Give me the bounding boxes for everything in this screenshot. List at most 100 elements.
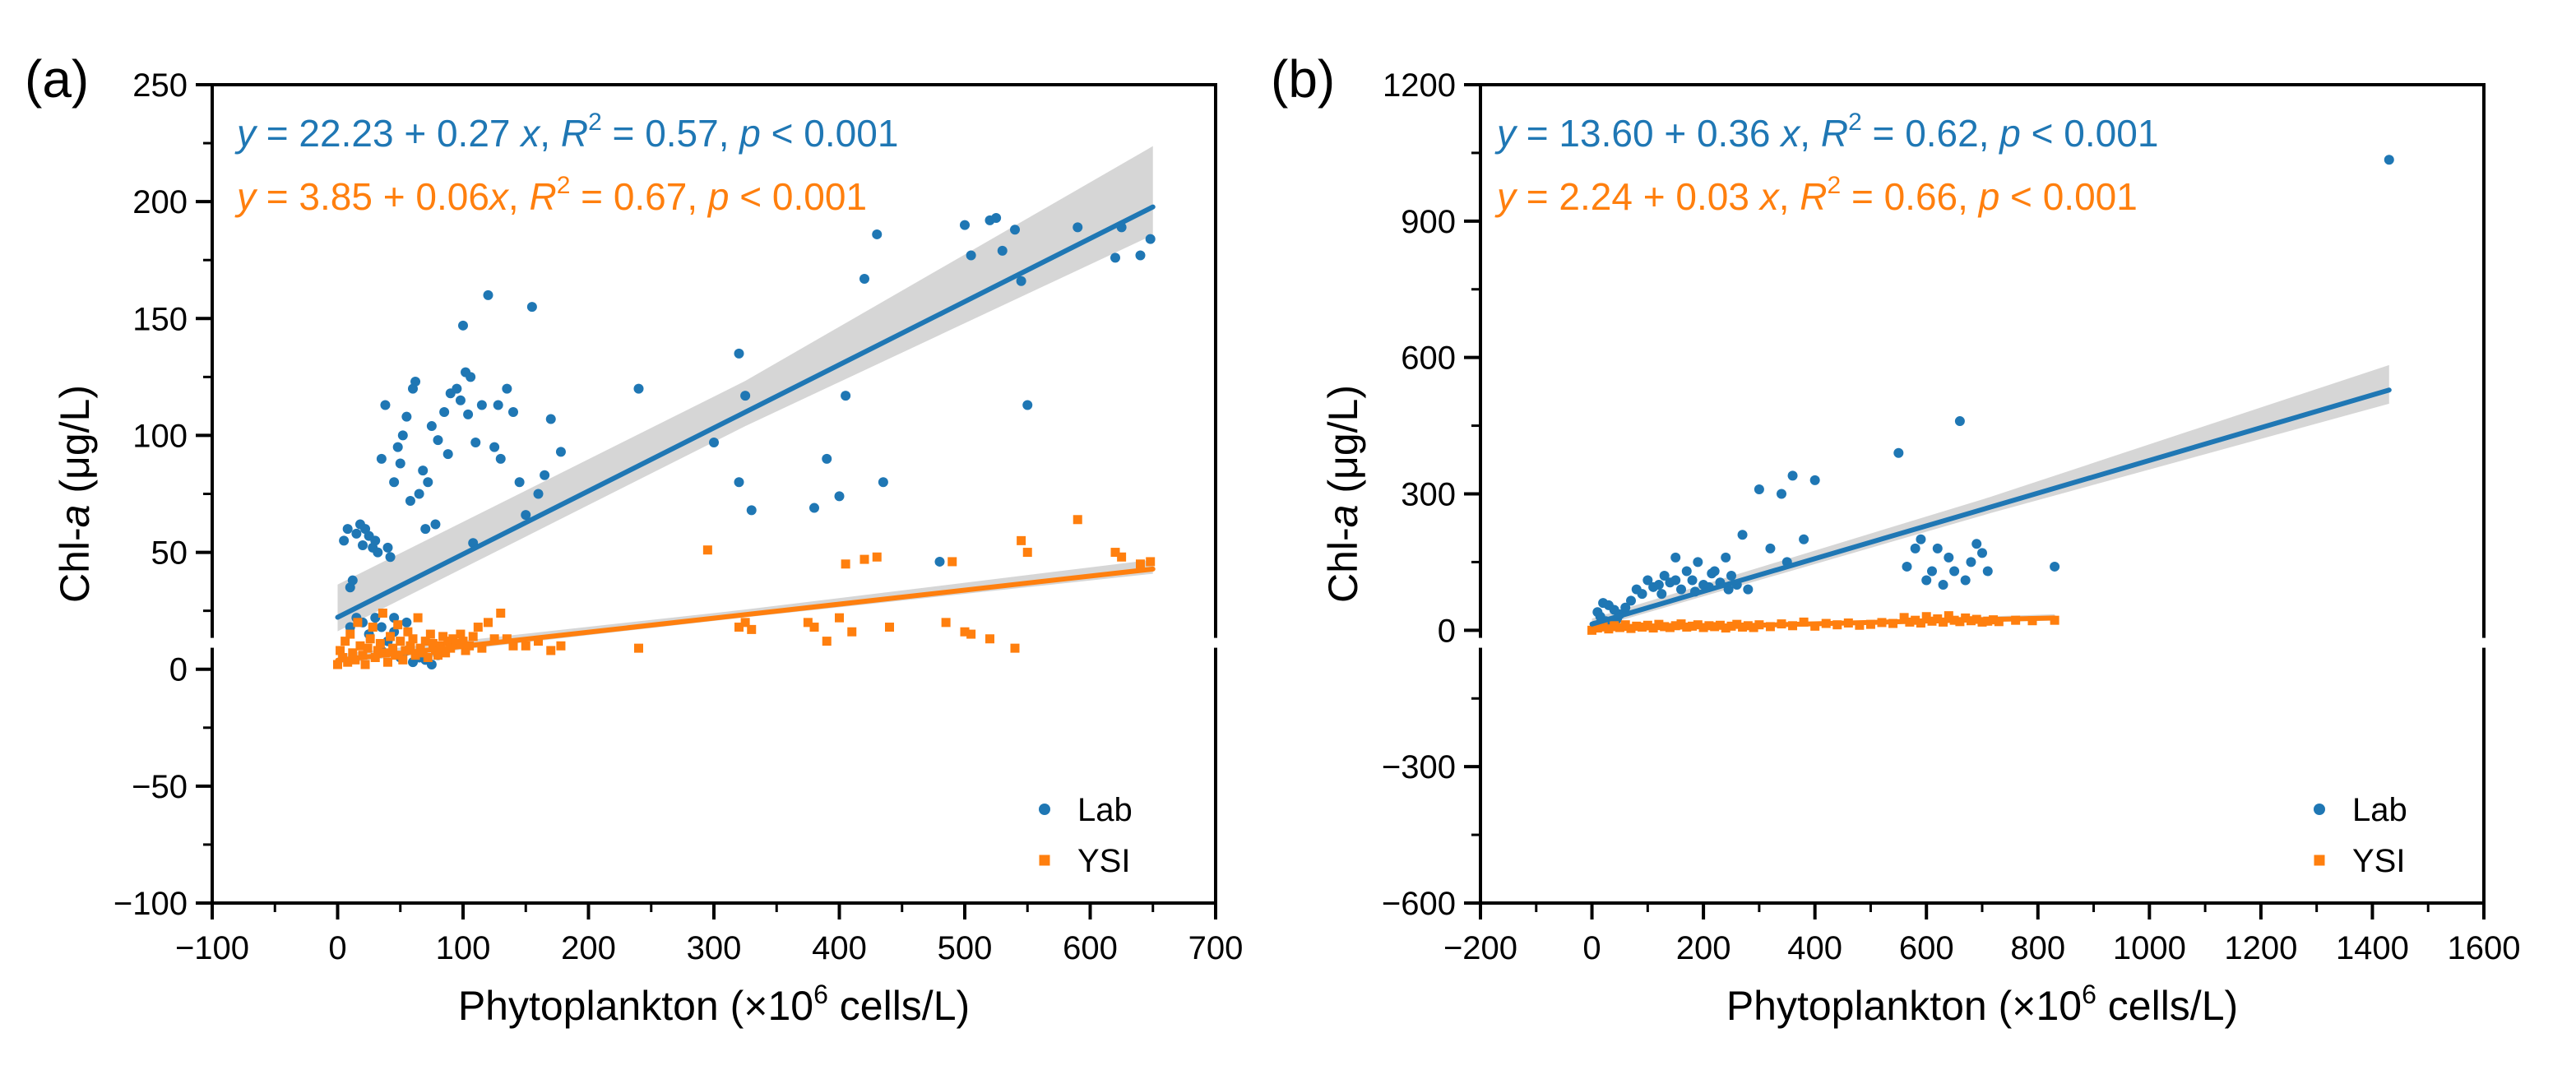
x-axis-title: Phytoplankton (×106 cells/L) bbox=[458, 980, 970, 1029]
data-point-ysi bbox=[1073, 515, 1082, 525]
data-point-ysi bbox=[348, 648, 358, 658]
x-tick-label: 100 bbox=[436, 930, 491, 966]
data-point-lab bbox=[734, 477, 744, 488]
data-point-ysi bbox=[360, 660, 370, 669]
data-point-lab bbox=[430, 519, 441, 530]
data-point-lab bbox=[1022, 400, 1033, 410]
data-point-ysi bbox=[420, 637, 430, 646]
data-point-lab bbox=[2384, 155, 2394, 165]
data-point-lab bbox=[1982, 566, 1993, 577]
data-point-ysi bbox=[985, 634, 994, 644]
x-tick-label: 0 bbox=[1582, 930, 1601, 966]
data-point-lab bbox=[1949, 566, 1960, 577]
data-point-lab bbox=[1743, 584, 1754, 595]
data-point-lab bbox=[452, 383, 462, 394]
data-point-lab bbox=[414, 489, 424, 499]
data-point-lab bbox=[966, 250, 976, 261]
x-tick-label: 1600 bbox=[2448, 930, 2521, 966]
data-point-lab bbox=[370, 613, 381, 623]
data-point-ysi bbox=[1010, 643, 1020, 653]
data-point-ysi bbox=[341, 637, 350, 646]
data-point-lab bbox=[1977, 548, 1987, 558]
regression-equation-ysi: y = 3.85 + 0.06x, R2 = 0.67, p < 0.001 bbox=[234, 172, 867, 218]
data-point-ysi bbox=[423, 653, 433, 662]
data-point-ysi bbox=[468, 632, 478, 642]
data-point-lab bbox=[426, 660, 437, 670]
x-tick-label: 0 bbox=[328, 930, 346, 966]
data-point-lab bbox=[1809, 475, 1820, 485]
data-point-lab bbox=[1721, 552, 1731, 563]
data-point-lab bbox=[872, 229, 883, 239]
data-point-ysi bbox=[396, 637, 405, 646]
data-point-ysi bbox=[556, 641, 566, 651]
data-point-ysi bbox=[947, 557, 957, 567]
data-point-ysi bbox=[747, 624, 757, 634]
data-point-lab bbox=[1916, 534, 1926, 544]
confidence-band-lab bbox=[337, 146, 1153, 632]
y-axis-title: Chl-a (μg/L) bbox=[52, 385, 98, 603]
panel-label: (a) bbox=[25, 49, 89, 109]
data-point-ysi bbox=[1117, 552, 1127, 562]
data-point-ysi bbox=[456, 629, 466, 639]
y-tick-label: 0 bbox=[169, 652, 188, 688]
data-point-lab bbox=[1670, 575, 1681, 586]
data-point-lab bbox=[1893, 447, 1904, 458]
legend-label-ysi: YSI bbox=[2352, 843, 2405, 879]
data-point-ysi bbox=[473, 623, 483, 632]
x-tick-label: 1200 bbox=[2224, 930, 2297, 966]
data-point-lab bbox=[997, 245, 1008, 256]
data-point-ysi bbox=[403, 627, 413, 637]
y-tick-label: 150 bbox=[132, 301, 188, 337]
y-tick-label: 300 bbox=[1401, 477, 1456, 513]
x-tick-label: 600 bbox=[1063, 930, 1118, 966]
data-point-lab bbox=[1642, 575, 1653, 586]
data-point-lab bbox=[502, 383, 512, 394]
data-point-lab bbox=[734, 348, 744, 359]
regression-equation-lab: y = 22.23 + 0.27 x, R2 = 0.57, p < 0.001 bbox=[234, 109, 898, 155]
data-point-ysi bbox=[386, 632, 396, 642]
data-point-ysi bbox=[1136, 559, 1145, 569]
data-point-lab bbox=[1960, 575, 1971, 586]
data-point-ysi bbox=[841, 559, 850, 569]
data-point-lab bbox=[351, 528, 362, 539]
fit-line-lab bbox=[1589, 387, 2392, 627]
data-point-lab bbox=[410, 377, 421, 387]
data-point-ysi bbox=[353, 618, 363, 628]
data-point-lab bbox=[1799, 534, 1809, 544]
data-point-lab bbox=[1135, 250, 1146, 261]
data-point-lab bbox=[385, 552, 396, 563]
data-point-ysi bbox=[373, 646, 382, 655]
y-tick-label: 600 bbox=[1401, 340, 1456, 377]
data-point-lab bbox=[458, 320, 468, 331]
data-point-lab bbox=[1626, 595, 1636, 606]
x-tick-label: 1000 bbox=[2113, 930, 2186, 966]
data-point-lab bbox=[339, 535, 350, 546]
legend-marker-lab bbox=[2314, 804, 2325, 815]
data-point-lab bbox=[1765, 543, 1776, 554]
data-point-lab bbox=[521, 510, 531, 521]
data-point-lab bbox=[1927, 566, 1937, 577]
data-point-ysi bbox=[508, 641, 518, 651]
legend-marker-ysi bbox=[1039, 855, 1050, 866]
data-point-ysi bbox=[546, 646, 556, 655]
data-point-lab bbox=[358, 540, 368, 551]
x-tick-label: 800 bbox=[2010, 930, 2065, 966]
data-point-lab bbox=[809, 503, 819, 513]
data-point-ysi bbox=[368, 623, 378, 632]
y-tick-label: 0 bbox=[1438, 613, 1456, 649]
data-point-ysi bbox=[375, 638, 385, 648]
data-point-lab bbox=[397, 430, 408, 441]
data-point-ysi bbox=[1022, 548, 1032, 558]
y-tick-label: −100 bbox=[114, 886, 188, 922]
data-point-ysi bbox=[941, 618, 951, 628]
data-point-lab bbox=[1902, 561, 1912, 572]
data-point-lab bbox=[1971, 539, 1982, 549]
data-point-lab bbox=[540, 470, 550, 480]
data-point-ysi bbox=[847, 627, 857, 637]
data-point-lab bbox=[1016, 276, 1026, 286]
data-point-lab bbox=[1954, 416, 1965, 427]
x-tick-label: 1400 bbox=[2336, 930, 2409, 966]
legend-label-lab: Lab bbox=[1077, 792, 1133, 828]
y-tick-label: 250 bbox=[132, 67, 188, 104]
